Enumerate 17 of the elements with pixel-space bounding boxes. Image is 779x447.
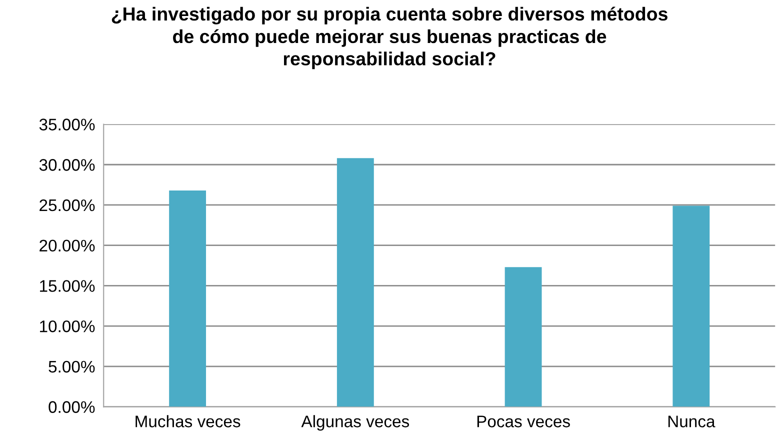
y-tick-label: 5.00%: [48, 360, 95, 373]
y-tick-label: 0.00%: [48, 401, 95, 413]
y-tick-label: 30.00%: [39, 159, 95, 171]
x-tick-label: Pocas veces: [477, 416, 570, 428]
y-tick-label: 15.00%: [40, 280, 95, 292]
x-tick-label: Nunca: [668, 416, 716, 428]
x-tick-label: Muchas veces: [136, 415, 240, 428]
bar: [504, 267, 542, 407]
y-tick-label: 10.00%: [40, 320, 95, 332]
bar: [169, 190, 206, 407]
x-tick-label: Algunas veces: [301, 415, 410, 431]
y-tick-label: 25.00%: [40, 199, 95, 212]
bar: [336, 158, 374, 407]
bar: [672, 206, 710, 407]
y-tick-label: 20.00%: [40, 240, 95, 252]
chart-title: ¿Ha investigado por su propia cuenta sobre diversos métodos de cómo puede mejorar sus buenas practicas de responsabilidad social?: [112, 6, 668, 70]
y-tick-label: 35.00%: [39, 118, 95, 130]
